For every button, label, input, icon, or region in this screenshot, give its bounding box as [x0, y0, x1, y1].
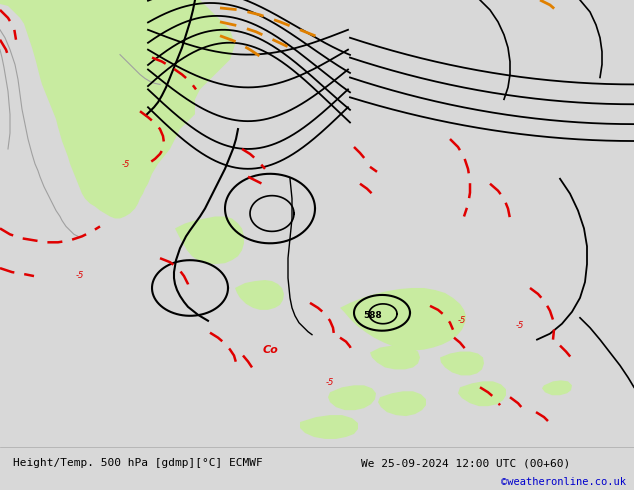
Polygon shape — [440, 351, 484, 375]
Polygon shape — [235, 280, 284, 310]
Text: -5: -5 — [516, 321, 524, 330]
Text: ©weatheronline.co.uk: ©weatheronline.co.uk — [501, 477, 626, 487]
Polygon shape — [175, 217, 244, 264]
Polygon shape — [328, 385, 376, 410]
Polygon shape — [340, 288, 466, 350]
Polygon shape — [378, 392, 426, 416]
Text: 588: 588 — [364, 311, 382, 320]
Text: -5: -5 — [76, 271, 84, 280]
Polygon shape — [300, 415, 358, 439]
Text: Co: Co — [262, 344, 278, 355]
Text: -5: -5 — [326, 378, 334, 387]
Text: -5: -5 — [122, 160, 130, 169]
Polygon shape — [0, 0, 235, 219]
Text: Height/Temp. 500 hPa [gdmp][°C] ECMWF: Height/Temp. 500 hPa [gdmp][°C] ECMWF — [13, 458, 262, 468]
Text: We 25-09-2024 12:00 UTC (00+60): We 25-09-2024 12:00 UTC (00+60) — [361, 458, 571, 468]
Polygon shape — [370, 345, 420, 369]
Polygon shape — [542, 380, 572, 395]
Text: -5: -5 — [458, 316, 466, 325]
Polygon shape — [458, 381, 506, 406]
